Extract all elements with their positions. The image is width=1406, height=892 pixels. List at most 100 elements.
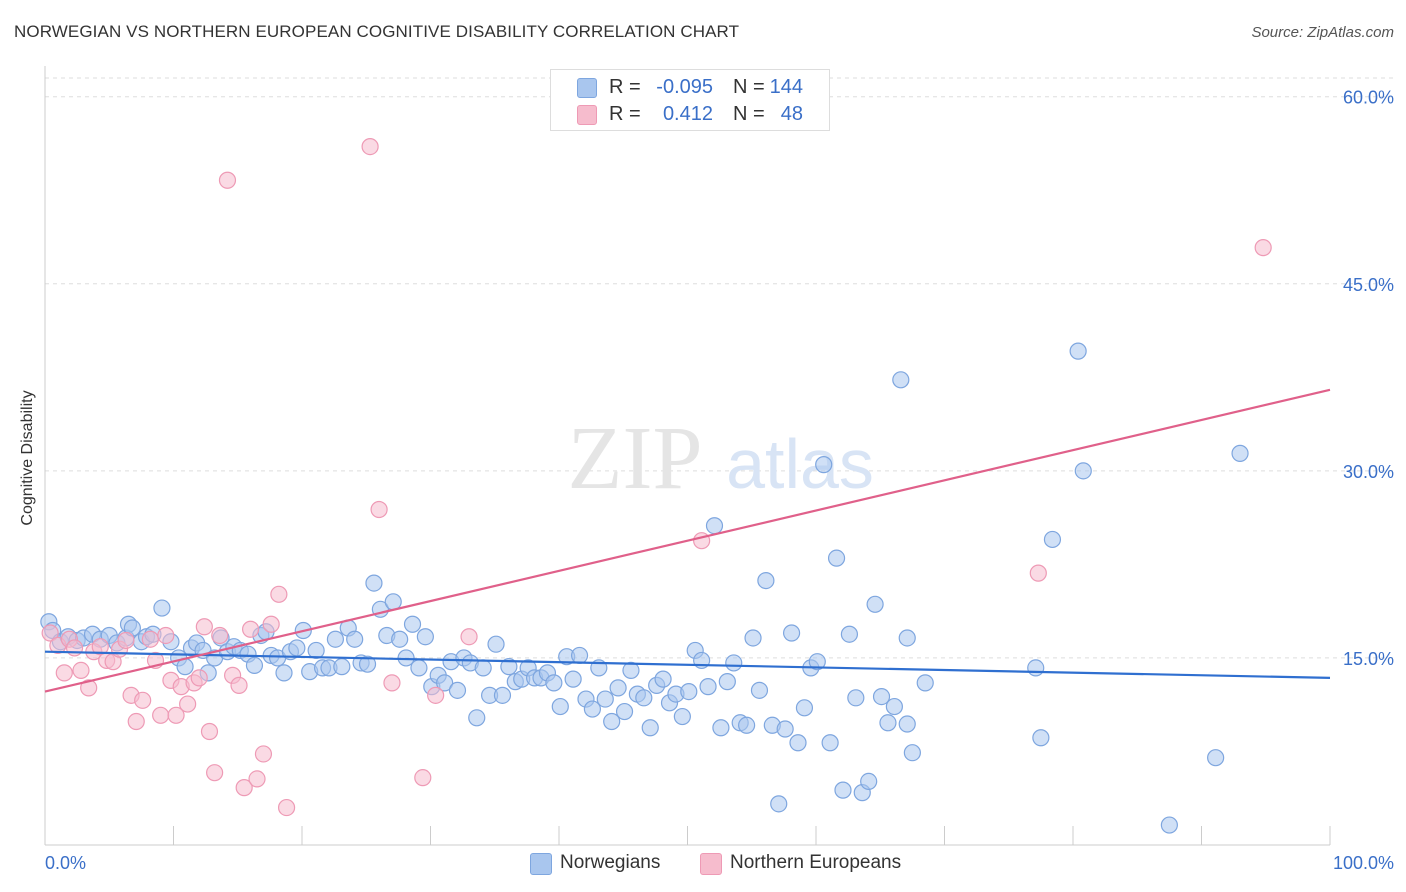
norwegians-point <box>1207 749 1225 767</box>
norwegians-point <box>615 702 634 721</box>
y-tick-label: 45.0% <box>1343 275 1394 295</box>
northern-europeans-point <box>167 706 185 724</box>
norwegians-point <box>699 678 717 696</box>
northern-europeans-point <box>277 798 296 817</box>
n-label: N = <box>733 103 765 125</box>
northern-europeans-point <box>91 638 109 656</box>
r-label: R = <box>609 76 641 98</box>
norwegians-point <box>468 709 486 727</box>
norwegians-point <box>403 615 422 633</box>
norwegians-point <box>840 625 859 643</box>
norwegians-point <box>750 681 769 699</box>
norwegians-point <box>603 712 621 731</box>
northern-europeans-point <box>65 639 84 657</box>
norwegians-point <box>416 628 434 646</box>
y-tick-label: 15.0% <box>1343 649 1394 669</box>
norwegians-point <box>885 697 903 716</box>
norwegians-point <box>680 682 698 701</box>
northern-europeans-point <box>211 626 229 645</box>
norwegians-point <box>275 664 293 682</box>
norwegians-point <box>564 670 582 688</box>
norwegians-point <box>410 659 428 677</box>
norwegians-point <box>770 795 788 813</box>
grid-lines <box>45 77 1394 659</box>
northern-europeans-swatch <box>577 105 597 125</box>
northern-europeans-trend-line <box>44 388 1331 693</box>
chart-title: NORWEGIAN VS NORTHERN EUROPEAN COGNITIVE… <box>14 22 740 41</box>
northern-europeans-point <box>235 779 253 797</box>
norwegians-point <box>903 744 921 762</box>
watermark: ZIP atlas <box>568 409 874 508</box>
n-value: 48 <box>780 103 803 125</box>
norwegians-point <box>365 574 383 592</box>
norwegians-point <box>153 599 171 617</box>
norwegians-point <box>738 716 756 734</box>
norwegians-point <box>1231 444 1249 462</box>
r-value: 0.412 <box>662 103 713 125</box>
northern-europeans-point <box>195 618 213 636</box>
legend-item-northern-europeans[interactable]: Northern Europeans <box>700 850 920 876</box>
norwegians-point <box>583 700 602 718</box>
norwegians-point <box>474 659 492 677</box>
northern-europeans-point <box>206 764 224 782</box>
norwegians-point <box>436 674 454 692</box>
norwegians-point <box>744 629 762 647</box>
northern-europeans-point <box>262 615 280 633</box>
norwegians-point <box>500 658 518 676</box>
norwegians-legend-swatch <box>530 853 552 875</box>
watermark-atlas: atlas <box>726 425 874 503</box>
northern-europeans-point <box>1254 239 1272 257</box>
northern-europeans-point <box>370 500 388 519</box>
northern-europeans-legend-swatch <box>700 853 722 875</box>
norwegians-point <box>718 673 736 691</box>
norwegians-point <box>673 707 691 726</box>
tick-labels: 15.0% 30.0% 45.0% 60.0% 0.0% 100.0% <box>45 88 1394 873</box>
norwegians-point <box>346 630 364 648</box>
norwegians-point <box>705 517 724 535</box>
norwegians-point <box>898 715 916 733</box>
n-value: 144 <box>769 76 803 98</box>
norwegians-point <box>1160 816 1178 834</box>
norwegians-point <box>641 719 659 737</box>
stats-row-norwegians: R = -0.095 N = 144 <box>551 74 829 100</box>
northern-europeans-point <box>152 706 170 724</box>
northern-europeans-point <box>72 661 90 679</box>
norwegians-point <box>1074 462 1092 480</box>
norwegians-point <box>898 629 916 647</box>
y-tick-label: 60.0% <box>1343 88 1394 108</box>
norwegians-point <box>712 719 730 737</box>
norwegians-point <box>808 653 826 671</box>
trend-lines <box>44 388 1331 693</box>
norwegians-point <box>725 654 743 672</box>
northern-europeans-point <box>270 585 288 603</box>
x-tick-label: 100.0% <box>1333 853 1394 873</box>
norwegians-point <box>782 624 801 642</box>
n-label: N = <box>733 76 765 98</box>
norwegians-point <box>757 572 775 590</box>
watermark-zip: ZIP <box>568 409 703 508</box>
norwegians-point <box>827 549 846 567</box>
norwegians-point <box>916 674 934 692</box>
norwegians-point <box>866 595 884 613</box>
norwegians-point <box>493 686 512 704</box>
northern-europeans-point <box>460 628 478 646</box>
northern-europeans-point <box>141 630 159 648</box>
norwegians-point <box>860 772 878 790</box>
northern-europeans-point <box>383 674 401 692</box>
norwegians-point <box>1043 530 1062 549</box>
norwegians-point <box>245 656 264 675</box>
norwegians-point <box>834 781 852 799</box>
data-points <box>40 137 1272 834</box>
norwegians-point <box>391 630 409 648</box>
northern-europeans-point <box>127 712 145 731</box>
northern-europeans-point <box>248 770 266 788</box>
norwegians-point <box>776 720 794 738</box>
legend-label: Northern Europeans <box>730 852 902 873</box>
northern-europeans-point <box>361 137 379 156</box>
norwegians-point <box>815 456 833 474</box>
norwegians-point <box>609 679 627 697</box>
norwegians-point <box>307 641 325 660</box>
norwegians-point <box>596 690 614 708</box>
legend-item-norwegians[interactable]: Norwegians <box>530 850 680 876</box>
